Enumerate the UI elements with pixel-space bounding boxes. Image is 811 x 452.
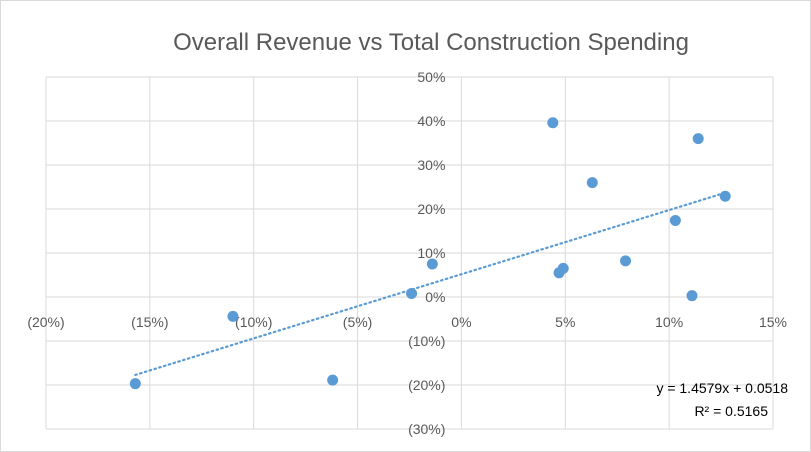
x-tick-label: (5%) <box>343 314 373 330</box>
y-tick-label: (20%) <box>408 377 445 393</box>
data-point <box>692 133 704 145</box>
trendline-r-squared: R² = 0.5165 <box>694 403 768 419</box>
data-point <box>686 290 698 302</box>
chart-title: Overall Revenue vs Total Construction Sp… <box>173 29 689 56</box>
y-tick-label: 10% <box>417 245 445 261</box>
data-point <box>620 255 632 267</box>
y-tick-label: 30% <box>417 157 445 173</box>
x-tick-label: 0% <box>451 314 471 330</box>
linear-trendline <box>134 191 727 377</box>
y-tick-label: 50% <box>417 69 445 85</box>
y-tick-label: 40% <box>417 113 445 129</box>
x-tick-label: (20%) <box>27 314 64 330</box>
data-point <box>406 287 418 299</box>
y-tick-label: 0% <box>425 289 445 305</box>
trendline-equation: y = 1.4579x + 0.0518 <box>656 380 788 396</box>
y-tick-label: 20% <box>417 201 445 217</box>
x-tick-label: 15% <box>759 314 787 330</box>
data-point <box>129 378 141 390</box>
data-point <box>719 190 731 202</box>
data-point <box>426 258 438 270</box>
y-tick-label: (10%) <box>408 333 445 349</box>
data-point <box>327 374 339 386</box>
x-tick-label: 5% <box>555 314 575 330</box>
y-tick-label: (30%) <box>408 421 445 437</box>
data-point <box>586 177 598 189</box>
data-point <box>547 117 559 129</box>
data-points <box>129 117 731 390</box>
x-tick-label: 10% <box>655 314 683 330</box>
data-point <box>227 310 239 322</box>
gridlines <box>45 76 774 430</box>
data-point <box>669 214 681 226</box>
trendline-layer <box>134 191 727 377</box>
x-tick-label: (15%) <box>131 314 168 330</box>
x-tick-label: (10%) <box>235 314 272 330</box>
data-point <box>557 262 569 274</box>
tick-labels: (20%) (15%) (10%) (5%) 0% 5% 10% 15% 50% 40% 30% 20… <box>27 69 787 437</box>
